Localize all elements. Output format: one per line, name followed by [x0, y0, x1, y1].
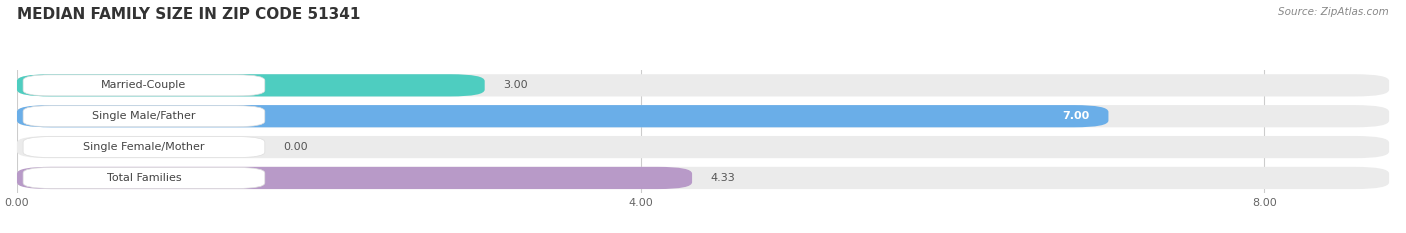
Text: 7.00: 7.00: [1063, 111, 1090, 121]
Text: Source: ZipAtlas.com: Source: ZipAtlas.com: [1278, 7, 1389, 17]
Text: 3.00: 3.00: [503, 80, 529, 90]
FancyBboxPatch shape: [22, 75, 264, 96]
Text: 0.00: 0.00: [284, 142, 308, 152]
FancyBboxPatch shape: [17, 74, 1389, 96]
Text: Married-Couple: Married-Couple: [101, 80, 187, 90]
FancyBboxPatch shape: [22, 106, 264, 127]
FancyBboxPatch shape: [17, 167, 1389, 189]
Text: Total Families: Total Families: [107, 173, 181, 183]
FancyBboxPatch shape: [17, 105, 1389, 127]
Text: MEDIAN FAMILY SIZE IN ZIP CODE 51341: MEDIAN FAMILY SIZE IN ZIP CODE 51341: [17, 7, 360, 22]
Text: Single Female/Mother: Single Female/Mother: [83, 142, 205, 152]
Text: Single Male/Father: Single Male/Father: [93, 111, 195, 121]
FancyBboxPatch shape: [17, 105, 1108, 127]
FancyBboxPatch shape: [22, 137, 264, 158]
FancyBboxPatch shape: [22, 168, 264, 188]
FancyBboxPatch shape: [17, 74, 485, 96]
Text: 4.33: 4.33: [711, 173, 735, 183]
FancyBboxPatch shape: [17, 136, 1389, 158]
FancyBboxPatch shape: [17, 167, 692, 189]
